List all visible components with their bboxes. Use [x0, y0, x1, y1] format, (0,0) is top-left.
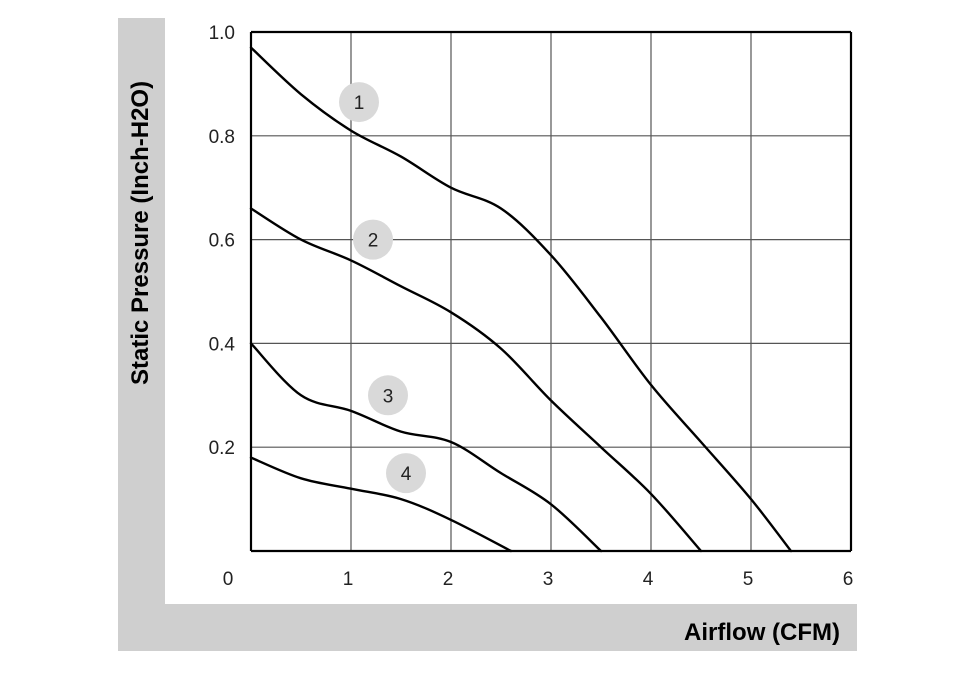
- y-tick-label: 0.2: [209, 438, 235, 459]
- series-line-3: [249, 342, 603, 553]
- x-tick-label: 0: [223, 569, 234, 590]
- curve-label-4: 4: [386, 453, 426, 494]
- curve-label-2: 2: [353, 219, 393, 260]
- series-line-2: [249, 207, 703, 553]
- x-tick-label: 3: [543, 569, 554, 590]
- curve-label-badge: [368, 375, 408, 416]
- curve-label-text: 2: [368, 231, 379, 252]
- x-tick-label: 1: [343, 569, 354, 590]
- x-axis-title: Airflow (CFM): [684, 619, 840, 646]
- curve-label-text: 4: [401, 464, 412, 485]
- y-tick-label: 1.0: [209, 23, 235, 44]
- curve-label-badge: [353, 219, 393, 260]
- curve-label-text: 1: [354, 93, 365, 114]
- series-line-1: [249, 46, 793, 553]
- series-line-4: [249, 456, 513, 553]
- x-tick-label: 2: [443, 569, 454, 590]
- curve-label-badge: [386, 453, 426, 494]
- y-axis-title: Static Pressure (Inch-H2O): [127, 81, 154, 385]
- curve-labels: 1 2 3 4: [339, 82, 426, 494]
- curve-label-text: 3: [383, 386, 394, 407]
- y-tick-label: 0.4: [209, 334, 236, 355]
- curve-label-badge: [339, 82, 379, 123]
- curve-label-3: 3: [368, 375, 408, 416]
- curve-label-1: 1: [339, 82, 379, 123]
- x-tick-label: 5: [743, 569, 754, 590]
- y-tick-label: 0.6: [209, 231, 235, 252]
- series-lines: [249, 46, 793, 553]
- x-tick-label: 6: [843, 569, 854, 590]
- x-tick-label: 4: [643, 569, 654, 590]
- grid: [249, 30, 853, 553]
- y-tick-label: 0.8: [209, 127, 235, 148]
- tick-labels: 0 1 2 3 4 5 6 0.2 0.4 0.6 0.8 1.0: [209, 23, 854, 590]
